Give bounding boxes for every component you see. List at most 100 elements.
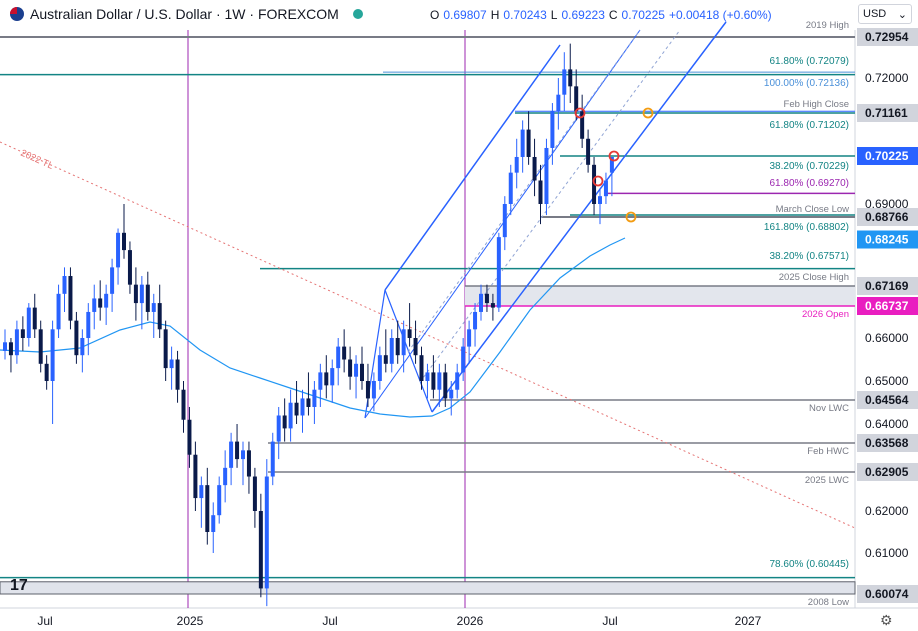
chevron-down-icon: ⌄ — [897, 8, 907, 21]
candle-body — [264, 476, 269, 589]
price-tick-label: 0.69000 — [865, 197, 909, 211]
candle-body — [467, 329, 472, 347]
candle-body — [199, 485, 204, 499]
pivot-marker — [642, 107, 654, 119]
price-tag-label: 0.70225 — [865, 149, 909, 163]
price-tag — [857, 277, 918, 295]
level-annotation: Nov LWC — [809, 403, 849, 414]
channel-median-line — [364, 29, 641, 419]
pivot-marker — [592, 175, 604, 187]
price-tag — [857, 585, 918, 603]
candle-body — [496, 237, 501, 308]
level-annotation: 2026 Open — [802, 309, 849, 320]
channel-inner-line — [419, 29, 681, 383]
time-tick-label: 2026 — [457, 614, 484, 628]
chart-header: Australian Dollar / U.S. Dollar · 1W · F… — [0, 0, 918, 30]
candle-body — [425, 372, 430, 381]
candle-body — [122, 232, 126, 251]
candle-body — [336, 346, 341, 369]
price-tick-label: 0.62000 — [865, 504, 909, 518]
channel-lower-line — [431, 21, 727, 413]
candle-body — [312, 389, 317, 407]
candle-body — [371, 381, 376, 399]
candle-body — [26, 307, 31, 338]
symbol-label: Australian Dollar / U.S. Dollar · 1W · F… — [30, 6, 339, 22]
candle-body — [300, 398, 305, 416]
candle-body — [603, 180, 608, 197]
candle-body — [377, 355, 382, 381]
trendline-2022 — [0, 141, 856, 529]
candle-body — [490, 303, 495, 308]
candle-body — [38, 329, 43, 364]
close-high-zone-box — [465, 286, 855, 306]
level-annotation: 61.80% (0.71202) — [769, 120, 849, 131]
level-annotation: 100.00% (0.72136) — [764, 78, 849, 89]
low-label: L — [550, 8, 558, 22]
level-annotation: 38.20% (0.70229) — [769, 161, 849, 172]
level-annotation: 2025 Close High — [779, 272, 849, 283]
time-tick-label: Jul — [602, 614, 617, 628]
price-tag-label: 0.60074 — [865, 587, 909, 601]
candle-body — [62, 276, 67, 294]
candle-body — [288, 402, 293, 429]
high-value: 0.70243 — [503, 8, 547, 22]
candle-body — [580, 111, 585, 139]
candle-body — [68, 276, 73, 321]
level-annotation: 161.80% (0.68802) — [764, 222, 849, 233]
candle-body — [258, 511, 263, 589]
candle-body — [8, 342, 13, 356]
price-tick-label: 0.65000 — [865, 374, 909, 388]
price-tick-label: 0.66000 — [865, 331, 909, 345]
time-tick-label: 2025 — [177, 614, 204, 628]
level-annotation: March Close Low — [776, 204, 850, 215]
candle-body — [562, 69, 567, 95]
gear-icon[interactable]: ⚙ — [880, 612, 893, 628]
market-status-icon — [352, 9, 363, 19]
candle-body — [443, 372, 448, 399]
level-annotation: 2008 Low — [808, 597, 849, 608]
candle-body — [74, 320, 79, 356]
currency-select[interactable]: USD ⌄ — [858, 4, 912, 24]
candle-body — [294, 402, 299, 416]
price-tag — [857, 463, 918, 481]
moving-average-line — [0, 237, 626, 418]
candle-body — [80, 338, 85, 356]
price-tag-label: 0.64564 — [865, 393, 909, 407]
candle-body — [163, 329, 168, 369]
tradingview-logo: 17 — [10, 577, 28, 594]
candle-body — [145, 284, 150, 312]
candle-body — [538, 180, 543, 204]
close-label: C — [608, 8, 618, 22]
symbol-title[interactable]: Australian Dollar / U.S. Dollar · 1W · F… — [10, 6, 363, 22]
candle-body — [181, 389, 186, 420]
candle-body — [276, 415, 281, 442]
candle-body — [3, 342, 7, 351]
candle-body — [211, 515, 216, 532]
candle-body — [586, 138, 591, 165]
level-annotation: 2019 High — [806, 20, 849, 31]
candle-body — [437, 372, 442, 390]
open-label: O — [430, 8, 440, 22]
price-tag — [857, 391, 918, 409]
candle-body — [246, 450, 251, 477]
candle-body — [223, 467, 228, 486]
aud-flag-icon — [10, 7, 24, 21]
candle-body — [598, 196, 602, 204]
candle-body — [449, 389, 454, 399]
candle-body — [50, 329, 55, 381]
low-value: 0.69223 — [561, 8, 605, 22]
change-value: +0.00418 (+0.60%) — [668, 8, 772, 22]
time-tick-label: 2027 — [735, 614, 762, 628]
level-annotation: 78.60% (0.60445) — [769, 559, 849, 570]
candle-body — [205, 485, 210, 532]
candle-body — [550, 111, 555, 148]
candle-body — [175, 359, 180, 390]
time-tick-label: Jul — [322, 614, 337, 628]
candle-body — [193, 454, 198, 499]
price-tag — [857, 208, 918, 226]
candle-body — [365, 381, 370, 399]
candle-body — [574, 86, 579, 112]
candle-body — [342, 346, 347, 360]
price-tag — [857, 297, 918, 315]
